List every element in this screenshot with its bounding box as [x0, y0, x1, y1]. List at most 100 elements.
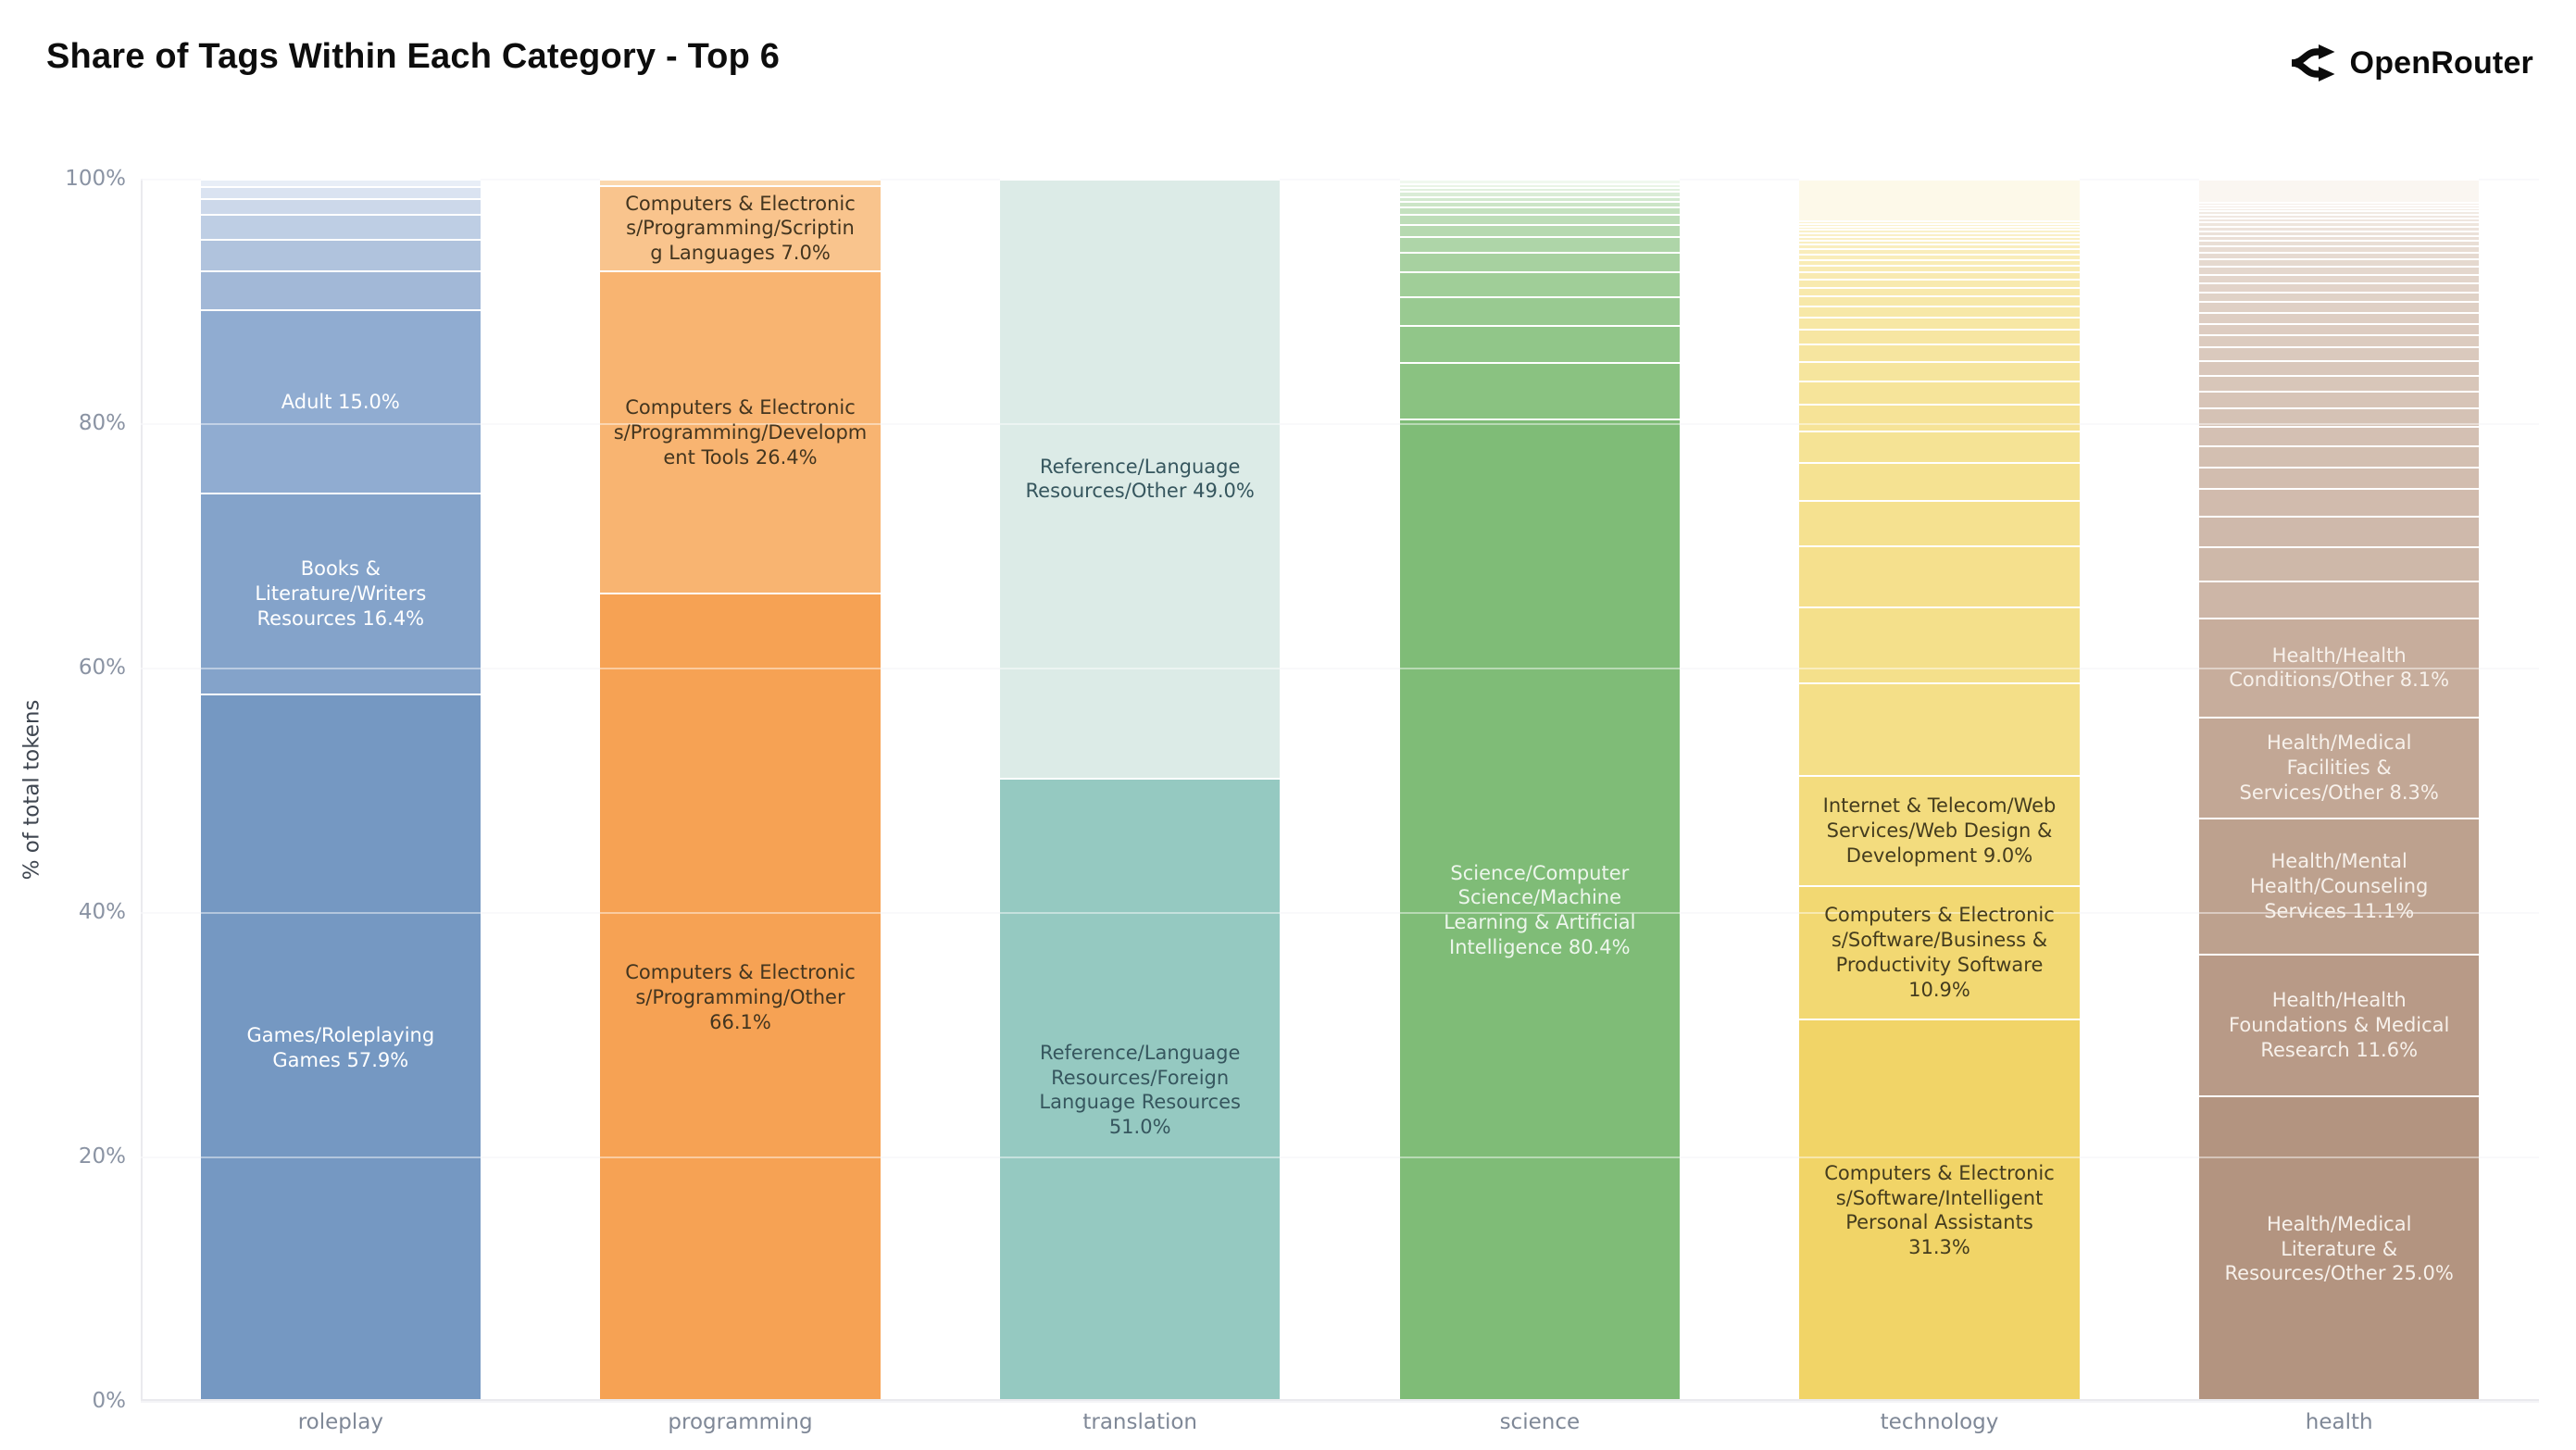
bar-segment[interactable]: Reference/Language Resources/Foreign Lan… — [1000, 777, 1281, 1401]
bar-segment[interactable] — [1399, 183, 1680, 188]
bar-segment[interactable] — [1799, 179, 2080, 221]
bar-segment[interactable] — [1799, 244, 2080, 249]
bar-segment[interactable] — [2199, 205, 2480, 207]
bar-segment[interactable] — [2199, 210, 2480, 214]
bar-segment[interactable] — [1799, 222, 2080, 226]
bar-segment[interactable]: Health/Health Foundations & Medical Rese… — [2199, 953, 2480, 1095]
bar-segment[interactable] — [2199, 230, 2480, 235]
bar-segment[interactable] — [1799, 265, 2080, 272]
bar-segment[interactable]: Internet & Telecom/Web Services/Web Desi… — [1799, 775, 2080, 885]
bar-segment[interactable] — [1399, 325, 1680, 363]
bar-segment[interactable]: Computers & Electronic s/Programming/Dev… — [600, 270, 881, 594]
bar-segment[interactable] — [2199, 346, 2480, 360]
bar-segment[interactable] — [1399, 179, 1680, 184]
bar-segment[interactable] — [1399, 271, 1680, 296]
bar-segment[interactable] — [1799, 380, 2080, 404]
bar-segment[interactable] — [1799, 430, 2080, 463]
bar-segment[interactable] — [2199, 245, 2480, 252]
bar-segment[interactable]: Books & Literature/Writers Resources 16.… — [200, 493, 481, 694]
bar-segment[interactable] — [2199, 311, 2480, 323]
bar-segment[interactable] — [1799, 248, 2080, 254]
bar-segment[interactable] — [1399, 191, 1680, 196]
bar-segment[interactable] — [1799, 545, 2080, 607]
bar-segment[interactable] — [1399, 236, 1680, 253]
bar-segment[interactable] — [1399, 214, 1680, 224]
bar-segment[interactable] — [600, 179, 881, 185]
bar-segment[interactable] — [2199, 374, 2480, 391]
bar-segment[interactable] — [1799, 403, 2080, 431]
bar-segment[interactable]: Health/Health Conditions/Other 8.1% — [2199, 617, 2480, 717]
bar-segment[interactable] — [1799, 681, 2080, 776]
bar-segment[interactable] — [2199, 217, 2480, 222]
bar-segment[interactable] — [1799, 279, 2080, 287]
bar-segment[interactable] — [1399, 206, 1680, 215]
bar-segment[interactable] — [2199, 359, 2480, 375]
bar-segment[interactable] — [1799, 225, 2080, 229]
bar-segment[interactable] — [1799, 258, 2080, 266]
bar-segment[interactable] — [2199, 273, 2480, 282]
bar-segment[interactable]: Health/Medical Literature & Resources/Ot… — [2199, 1095, 2480, 1401]
bar-segment[interactable]: Health/Mental Health/Counseling Services… — [2199, 818, 2480, 954]
bar-segment[interactable] — [2199, 266, 2480, 274]
bar-segment[interactable] — [2199, 202, 2480, 205]
bar-segment[interactable] — [1799, 239, 2080, 244]
bar-segment[interactable] — [200, 270, 481, 310]
bar-segment[interactable] — [1799, 329, 2080, 344]
bar-segment[interactable] — [2199, 179, 2480, 203]
bar-segment[interactable] — [2199, 291, 2480, 302]
bar-segment[interactable] — [2199, 206, 2480, 211]
bar-segment[interactable] — [2199, 390, 2480, 408]
bar-segment[interactable] — [1799, 220, 2080, 223]
bar-segment[interactable]: Reference/Language Resources/Other 49.0% — [1000, 179, 1281, 778]
bar-segment[interactable] — [1399, 187, 1680, 192]
bar-segment[interactable] — [2199, 240, 2480, 246]
bar-segment[interactable] — [1799, 253, 2080, 259]
bar-segment[interactable] — [2199, 466, 2480, 489]
bar-segment[interactable] — [2199, 234, 2480, 241]
bar-segment[interactable] — [2199, 516, 2480, 547]
bar-segment[interactable] — [1799, 286, 2080, 296]
bar-segment[interactable] — [1399, 200, 1680, 207]
bar-segment[interactable] — [1399, 362, 1680, 419]
bar-segment[interactable] — [1799, 228, 2080, 232]
bar-segment[interactable] — [1799, 295, 2080, 306]
bar-segment[interactable] — [2199, 281, 2480, 292]
bar-segment[interactable] — [1399, 195, 1680, 201]
bar-segment[interactable]: Science/Computer Science/Machine Learnin… — [1399, 418, 1680, 1401]
bar-segment[interactable] — [1399, 223, 1680, 237]
bar-segment[interactable] — [2199, 334, 2480, 347]
bar-segment[interactable] — [1799, 344, 2080, 361]
bar-segment[interactable] — [1799, 231, 2080, 236]
bar-segment[interactable]: Games/Roleplaying Games 57.9% — [200, 693, 481, 1401]
bar-segment[interactable] — [1399, 295, 1680, 326]
bar-segment[interactable] — [2199, 445, 2480, 467]
bar-segment[interactable]: Computers & Electronic s/Programming/Oth… — [600, 593, 881, 1401]
bar-segment[interactable] — [1799, 305, 2080, 317]
bar-segment[interactable] — [2199, 252, 2480, 259]
bar-segment[interactable] — [2199, 258, 2480, 267]
bar-segment[interactable] — [1799, 235, 2080, 240]
bar-segment[interactable] — [2199, 322, 2480, 335]
bar-segment[interactable] — [2199, 425, 2480, 446]
bar-segment[interactable]: Computers & Electronic s/Programming/Scr… — [600, 184, 881, 271]
bar-segment[interactable]: Health/Medical Facilities & Services/Oth… — [2199, 716, 2480, 819]
bar-segment[interactable]: Computers & Electronic s/Software/Busine… — [1799, 884, 2080, 1019]
bar-segment[interactable] — [200, 198, 481, 215]
bar-segment[interactable] — [2199, 221, 2480, 226]
bar-segment[interactable] — [1399, 252, 1680, 272]
brand-logo[interactable]: OpenRouter — [2290, 43, 2533, 83]
bar-segment[interactable] — [1799, 316, 2080, 330]
bar-segment[interactable] — [1799, 271, 2080, 280]
bar-segment[interactable] — [1799, 360, 2080, 381]
bar-segment[interactable] — [2199, 225, 2480, 231]
bar-segment[interactable] — [200, 214, 481, 239]
bar-segment[interactable] — [2199, 213, 2480, 218]
bar-segment[interactable] — [2199, 546, 2480, 581]
bar-segment[interactable] — [200, 185, 481, 199]
bar-segment[interactable] — [2199, 488, 2480, 517]
bar-segment[interactable]: Adult 15.0% — [200, 309, 481, 494]
bar-segment[interactable] — [1799, 500, 2080, 546]
bar-segment[interactable] — [2199, 301, 2480, 312]
bar-segment[interactable] — [2199, 581, 2480, 618]
bar-segment[interactable] — [1799, 606, 2080, 682]
